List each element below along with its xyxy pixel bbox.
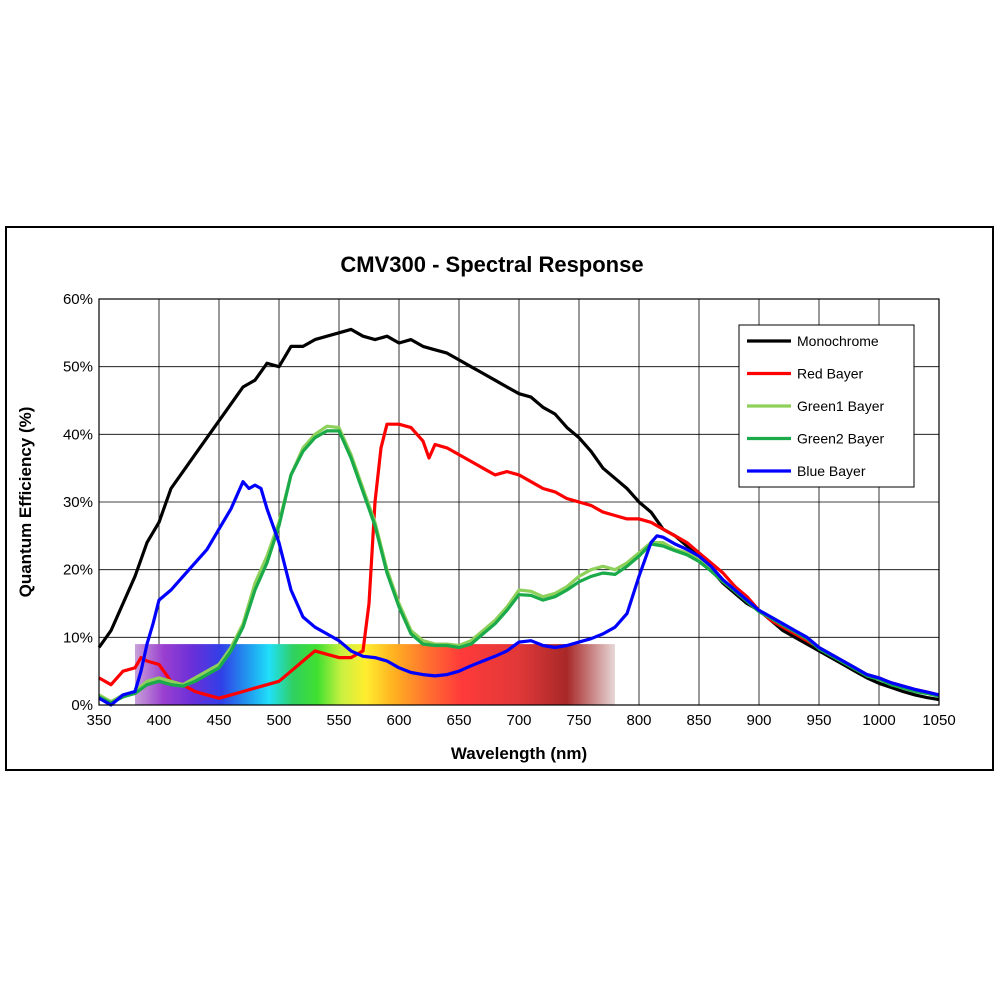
x-tick-label: 850 bbox=[686, 712, 711, 729]
spectrum-band bbox=[135, 644, 615, 705]
plot-area-border bbox=[98, 298, 940, 706]
series-line-monochrome bbox=[97, 327, 940, 702]
y-tick-label: 10% bbox=[63, 629, 93, 646]
y-tick-label: 20% bbox=[63, 562, 93, 579]
spectral-response-chart: CMV300 - Spectral Response 0% 10% 20% 30% 40… bbox=[16, 252, 956, 763]
y-tick-label: 0% bbox=[71, 697, 93, 714]
y-axis-title: Quantum Efficiency (%) bbox=[16, 407, 35, 598]
x-tick-label: 1000 bbox=[862, 712, 895, 729]
x-tick-label: 600 bbox=[386, 712, 411, 729]
x-tick-label: 1050 bbox=[922, 712, 955, 729]
legend: Monochrome Red Bayer Green1 Bayer Green2 Ba… bbox=[738, 324, 915, 488]
legend-label: Blue Bayer bbox=[797, 463, 866, 479]
x-tick-label: 950 bbox=[806, 712, 831, 729]
x-tick-label: 350 bbox=[86, 712, 111, 729]
x-tick-label: 500 bbox=[266, 712, 291, 729]
legend-label: Green2 Bayer bbox=[797, 431, 884, 447]
x-tick-label: 400 bbox=[146, 712, 171, 729]
chart-frame: CMV300 - Spectral Response 0% 10% 20% 30% 40… bbox=[5, 226, 994, 771]
legend-label: Monochrome bbox=[797, 333, 879, 349]
x-tick-label: 550 bbox=[326, 712, 351, 729]
x-tick-label: 650 bbox=[446, 712, 471, 729]
y-tick-label: 40% bbox=[63, 426, 93, 443]
x-tick-labels: 350 400 450 500 550 600 650 700 750 800 850 900 950 1… bbox=[86, 712, 955, 729]
x-axis-title: Wavelength (nm) bbox=[451, 744, 587, 763]
x-tick-label: 800 bbox=[626, 712, 651, 729]
legend-label: Green1 Bayer bbox=[797, 398, 884, 414]
legend-label: Red Bayer bbox=[797, 366, 863, 382]
x-tick-label: 750 bbox=[566, 712, 591, 729]
series-lines bbox=[97, 327, 940, 707]
y-tick-label: 50% bbox=[63, 359, 93, 376]
y-tick-label: 30% bbox=[63, 494, 93, 511]
series-line-blue-bayer bbox=[98, 480, 940, 707]
chart-title: CMV300 - Spectral Response bbox=[340, 252, 643, 277]
series-line-red-bayer bbox=[98, 422, 940, 700]
x-tick-label: 450 bbox=[206, 712, 231, 729]
y-tick-labels: 0% 10% 20% 30% 40% 50% 60% bbox=[63, 291, 93, 714]
x-tick-label: 700 bbox=[506, 712, 531, 729]
visible-spectrum-band bbox=[135, 644, 615, 705]
y-tick-label: 60% bbox=[63, 291, 93, 308]
x-tick-label: 900 bbox=[746, 712, 771, 729]
